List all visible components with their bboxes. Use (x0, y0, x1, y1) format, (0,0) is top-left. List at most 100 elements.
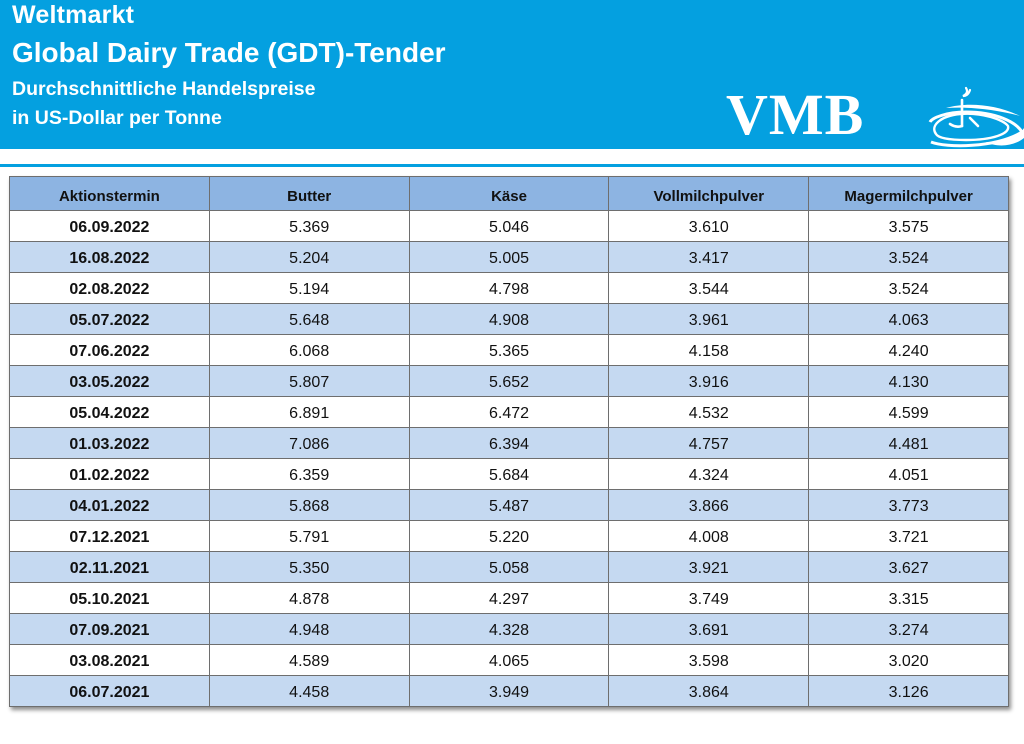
cell-date: 07.06.2022 (9, 334, 210, 366)
cell-magermilchpulver: 3.315 (808, 582, 1009, 614)
cell-date: 03.05.2022 (9, 365, 210, 397)
gdt-price-table: Aktionstermin Butter Käse Vollmilchpulve… (9, 176, 1009, 707)
column-header-magermilchpulver: Magermilchpulver (808, 176, 1009, 211)
cell-date: 01.03.2022 (9, 427, 210, 459)
column-header-aktionstermin: Aktionstermin (9, 176, 210, 211)
divider-rule (0, 164, 1024, 167)
cell-magermilchpulver: 4.599 (808, 396, 1009, 428)
cell-date: 16.08.2022 (9, 241, 210, 273)
cell-kaese: 4.328 (408, 613, 610, 645)
table-row: 01.03.2022 7.086 6.394 4.757 4.481 (9, 427, 1009, 459)
cell-vollmilchpulver: 3.866 (608, 489, 810, 521)
cell-magermilchpulver: 3.126 (808, 675, 1009, 707)
table-row: 04.01.2022 5.868 5.487 3.866 3.773 (9, 489, 1009, 521)
cell-butter: 4.948 (208, 613, 410, 645)
cell-butter: 7.086 (208, 427, 410, 459)
cell-vollmilchpulver: 3.961 (608, 303, 810, 335)
cell-date: 05.07.2022 (9, 303, 210, 335)
table-row: 05.04.2022 6.891 6.472 4.532 4.599 (9, 396, 1009, 428)
cell-butter: 5.648 (208, 303, 410, 335)
description-line-1: Durchschnittliche Handelspreise (12, 78, 316, 100)
cell-butter: 4.458 (208, 675, 410, 707)
cell-butter: 5.194 (208, 272, 410, 304)
cell-magermilchpulver: 3.524 (808, 241, 1009, 273)
cell-vollmilchpulver: 3.691 (608, 613, 810, 645)
cell-kaese: 4.297 (408, 582, 610, 614)
table-row: 05.07.2022 5.648 4.908 3.961 4.063 (9, 303, 1009, 335)
cell-date: 05.10.2021 (9, 582, 210, 614)
cell-magermilchpulver: 3.773 (808, 489, 1009, 521)
cell-magermilchpulver: 4.063 (808, 303, 1009, 335)
cell-magermilchpulver: 3.627 (808, 551, 1009, 583)
cell-kaese: 5.684 (408, 458, 610, 490)
cell-date: 04.01.2022 (9, 489, 210, 521)
cell-vollmilchpulver: 3.598 (608, 644, 810, 676)
cell-magermilchpulver: 4.240 (808, 334, 1009, 366)
vmb-swirl-logo-icon (928, 86, 1024, 148)
cell-vollmilchpulver: 3.749 (608, 582, 810, 614)
table-row: 03.08.2021 4.589 4.065 3.598 3.020 (9, 644, 1009, 676)
table-row: 02.11.2021 5.350 5.058 3.921 3.627 (9, 551, 1009, 583)
table-row: 07.09.2021 4.948 4.328 3.691 3.274 (9, 613, 1009, 645)
cell-butter: 5.350 (208, 551, 410, 583)
table-row: 03.05.2022 5.807 5.652 3.916 4.130 (9, 365, 1009, 397)
table-row: 01.02.2022 6.359 5.684 4.324 4.051 (9, 458, 1009, 490)
page-title: Weltmarkt (12, 1, 135, 29)
cell-magermilchpulver: 3.575 (808, 210, 1009, 242)
cell-date: 06.09.2022 (9, 210, 210, 242)
page-subtitle: Global Dairy Trade (GDT)-Tender (12, 37, 446, 68)
table-row: 06.07.2021 4.458 3.949 3.864 3.126 (9, 675, 1009, 707)
cell-date: 07.12.2021 (9, 520, 210, 552)
cell-magermilchpulver: 3.274 (808, 613, 1009, 645)
cell-magermilchpulver: 3.020 (808, 644, 1009, 676)
table-row: 05.10.2021 4.878 4.297 3.749 3.315 (9, 582, 1009, 614)
cell-vollmilchpulver: 4.324 (608, 458, 810, 490)
cell-vollmilchpulver: 4.757 (608, 427, 810, 459)
cell-butter: 6.891 (208, 396, 410, 428)
cell-kaese: 6.394 (408, 427, 610, 459)
cell-butter: 5.204 (208, 241, 410, 273)
cell-kaese: 5.046 (408, 210, 610, 242)
table-row: 06.09.2022 5.369 5.046 3.610 3.575 (9, 210, 1009, 242)
header-banner: Weltmarkt Global Dairy Trade (GDT)-Tende… (0, 0, 1024, 149)
cell-vollmilchpulver: 3.921 (608, 551, 810, 583)
description-line-2: in US-Dollar per Tonne (12, 107, 222, 129)
cell-vollmilchpulver: 4.532 (608, 396, 810, 428)
column-header-vollmilchpulver: Vollmilchpulver (608, 176, 810, 211)
cell-magermilchpulver: 3.721 (808, 520, 1009, 552)
table-row: 02.08.2022 5.194 4.798 3.544 3.524 (9, 272, 1009, 304)
cell-date: 06.07.2021 (9, 675, 210, 707)
cell-butter: 4.589 (208, 644, 410, 676)
cell-kaese: 4.065 (408, 644, 610, 676)
cell-vollmilchpulver: 3.916 (608, 365, 810, 397)
cell-vollmilchpulver: 3.417 (608, 241, 810, 273)
cell-magermilchpulver: 4.481 (808, 427, 1009, 459)
cell-kaese: 4.908 (408, 303, 610, 335)
table-row: 07.12.2021 5.791 5.220 4.008 3.721 (9, 520, 1009, 552)
cell-kaese: 5.487 (408, 489, 610, 521)
cell-magermilchpulver: 3.524 (808, 272, 1009, 304)
table-row: 16.08.2022 5.204 5.005 3.417 3.524 (9, 241, 1009, 273)
cell-butter: 5.807 (208, 365, 410, 397)
price-table-container: Aktionstermin Butter Käse Vollmilchpulve… (9, 176, 1009, 707)
cell-vollmilchpulver: 3.864 (608, 675, 810, 707)
cell-date: 05.04.2022 (9, 396, 210, 428)
cell-kaese: 6.472 (408, 396, 610, 428)
cell-butter: 5.369 (208, 210, 410, 242)
cell-date: 02.11.2021 (9, 551, 210, 583)
cell-vollmilchpulver: 4.158 (608, 334, 810, 366)
column-header-kaese: Käse (408, 176, 610, 211)
title-block: Weltmarkt Global Dairy Trade (GDT)-Tende… (12, 0, 446, 132)
cell-vollmilchpulver: 3.544 (608, 272, 810, 304)
cell-date: 03.08.2021 (9, 644, 210, 676)
logo-text: VMB (726, 82, 865, 147)
cell-kaese: 3.949 (408, 675, 610, 707)
cell-magermilchpulver: 4.051 (808, 458, 1009, 490)
cell-kaese: 5.058 (408, 551, 610, 583)
cell-butter: 6.068 (208, 334, 410, 366)
table-row: 07.06.2022 6.068 5.365 4.158 4.240 (9, 334, 1009, 366)
cell-butter: 6.359 (208, 458, 410, 490)
cell-kaese: 4.798 (408, 272, 610, 304)
cell-date: 01.02.2022 (9, 458, 210, 490)
cell-butter: 5.791 (208, 520, 410, 552)
